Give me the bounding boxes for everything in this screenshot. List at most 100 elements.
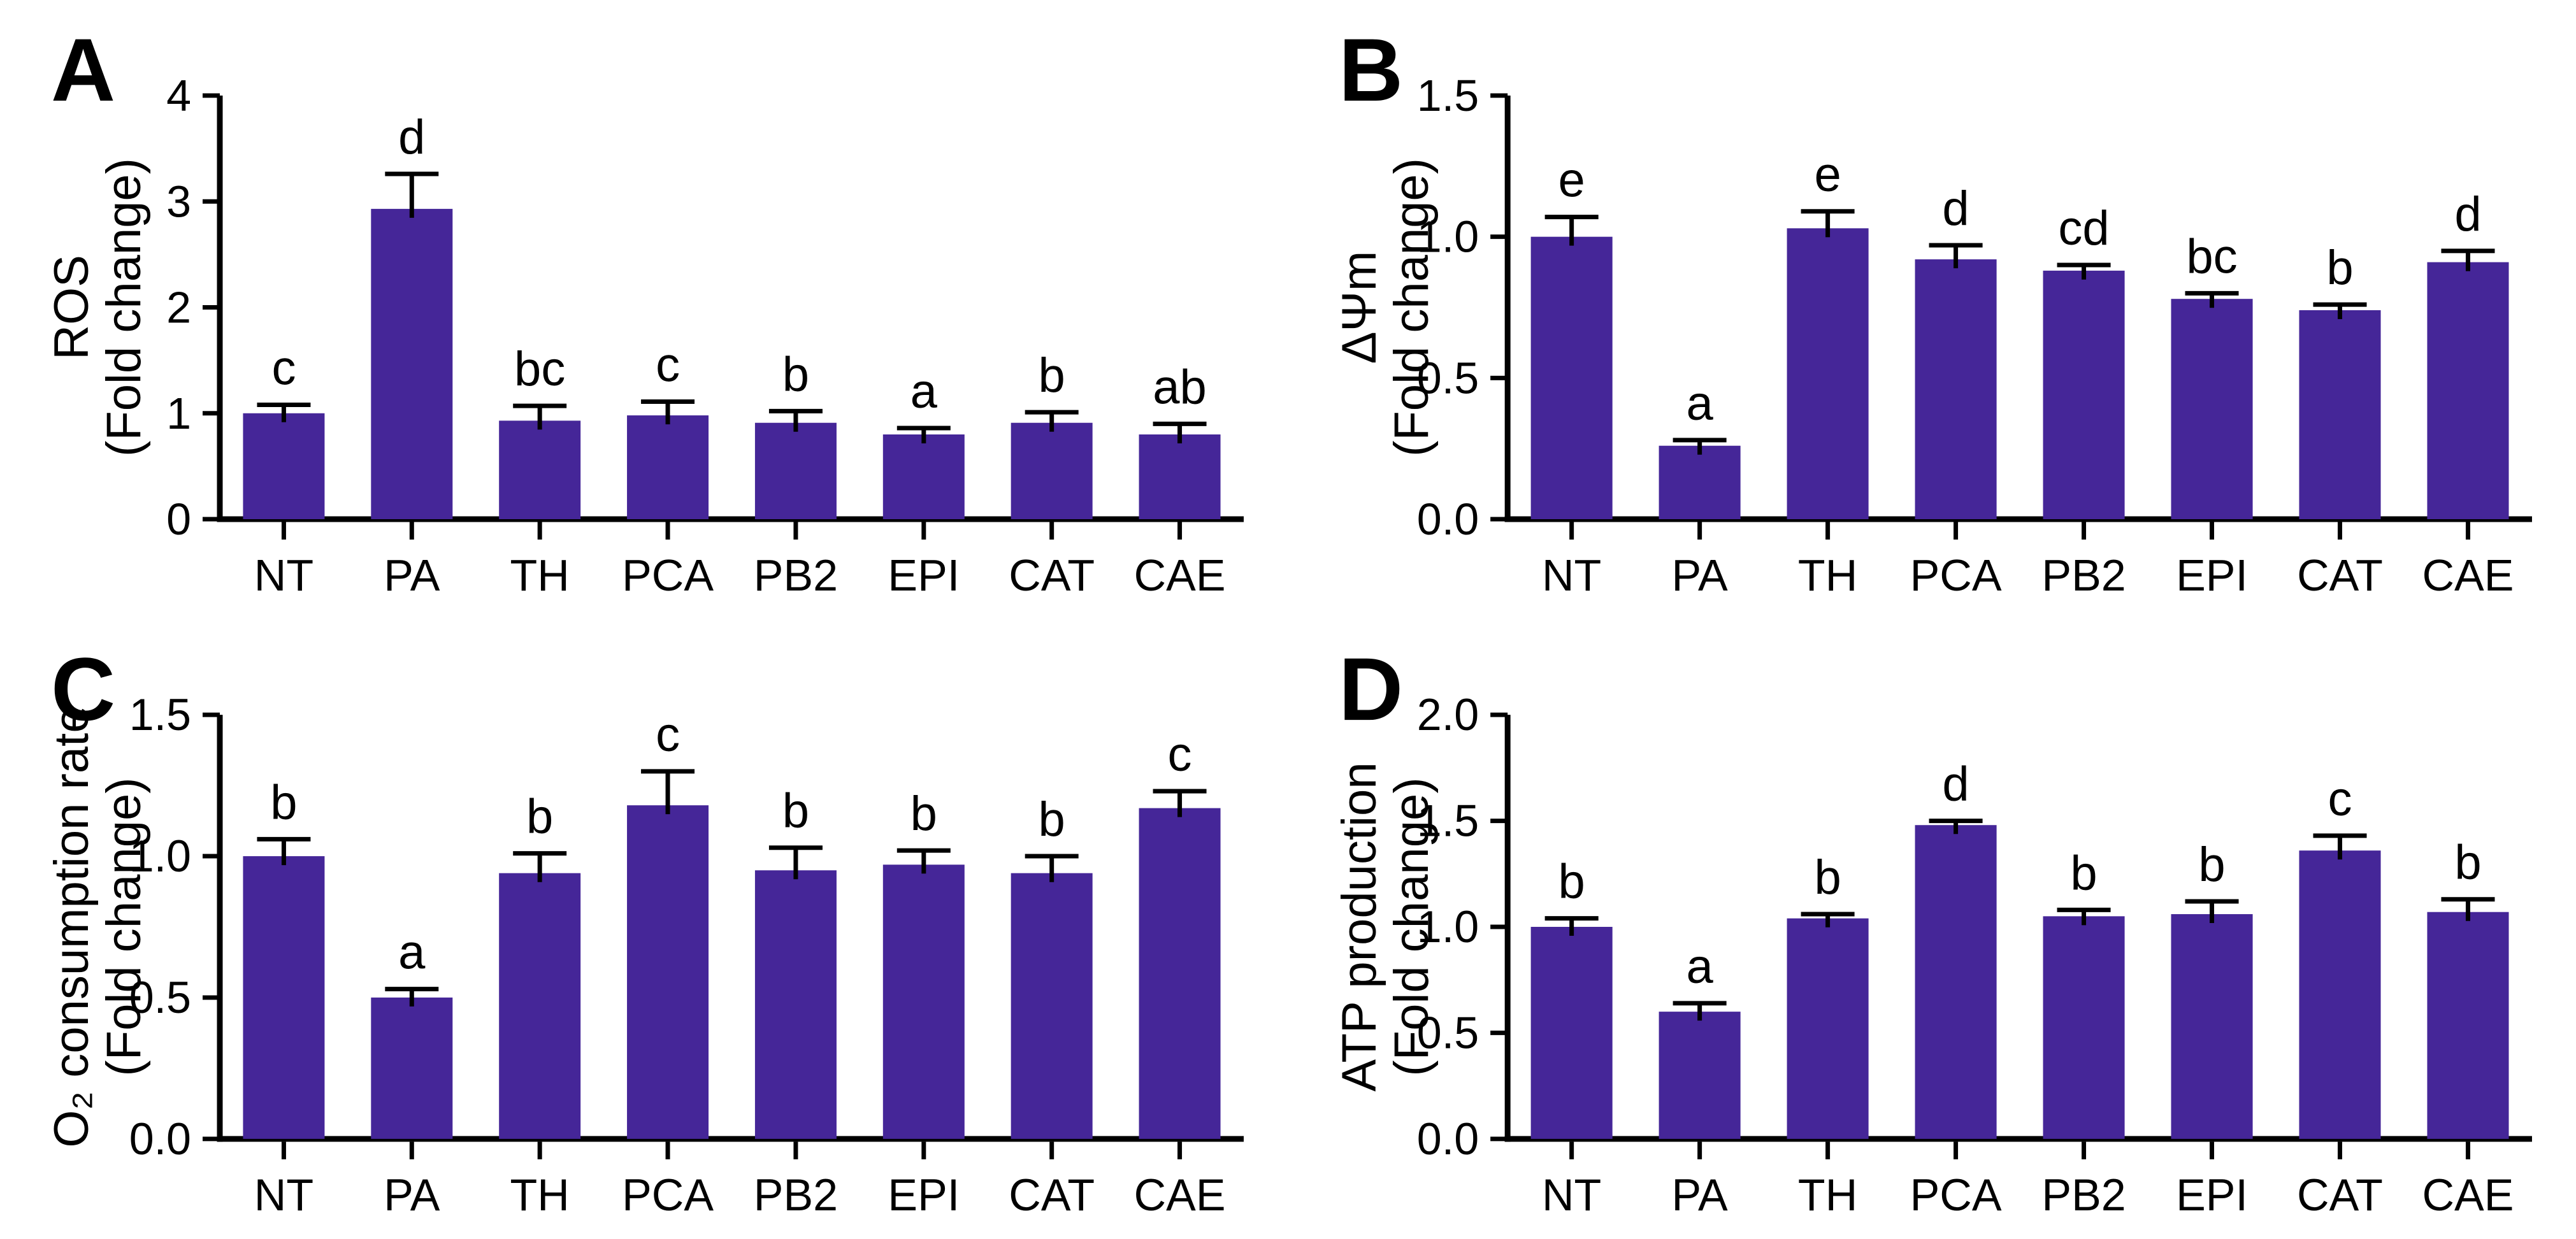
sig-letter-NT: c <box>271 341 296 395</box>
sig-letter-TH: e <box>1814 148 1841 202</box>
x-tick-label-CAE: CAE <box>1134 1170 1226 1220</box>
sig-letter-CAT: b <box>1039 792 1065 847</box>
y-tick-label: 2.0 <box>1417 690 1479 740</box>
bar-PB2 <box>754 422 837 519</box>
bar-PCA <box>627 415 709 519</box>
y-tick-label: 1 <box>166 389 191 438</box>
x-tick-label-NT: NT <box>1542 550 1601 600</box>
sig-letter-PA: a <box>1686 376 1713 431</box>
sig-letter-CAE: d <box>2454 187 2481 241</box>
y-tick-label: 1.0 <box>129 831 191 881</box>
sig-letter-PCA: c <box>656 708 680 762</box>
y-tick-label: 1.5 <box>1417 796 1479 846</box>
bar-PA <box>1659 1012 1741 1139</box>
x-tick-label-EPI: EPI <box>888 1170 960 1220</box>
panel-a-chart: A ROS(Fold change) 0 1 2 3 4 c NT d PA bc TH c PCA b PB2… <box>45 20 1244 600</box>
sig-letter-PB2: b <box>2070 846 2097 900</box>
x-tick-label-CAT: CAT <box>2297 550 2383 600</box>
bar-NT <box>243 413 325 519</box>
panel-c: C O₂ consumption rate (Fold change) 0.0 0.5 1… <box>0 619 1288 1239</box>
sig-letter-CAE: c <box>1168 727 1192 782</box>
panel-letter: C <box>51 639 115 739</box>
x-tick-label-PB2: PB2 <box>754 550 838 600</box>
bar-NT <box>243 856 325 1139</box>
panel-letter: B <box>1339 20 1403 120</box>
bar-PB2 <box>754 870 837 1139</box>
bar-TH <box>1787 918 1869 1139</box>
sig-letter-PB2: cd <box>2058 201 2109 255</box>
panel-d: D ATP production (Fold change) 0.0 0.5 1.0 1.5… <box>1288 619 2576 1239</box>
sig-letter-PB2: b <box>782 784 809 838</box>
bar-PA <box>1659 445 1741 519</box>
sig-letter-NT: b <box>270 775 297 829</box>
y-tick-label: 0.5 <box>1417 353 1479 403</box>
x-tick-label-EPI: EPI <box>2176 1170 2248 1220</box>
bar-NT <box>1530 926 1613 1139</box>
y-tick-label: 2 <box>166 283 191 333</box>
x-tick-label-PA: PA <box>1672 1170 1728 1220</box>
bar-PCA <box>1915 259 1997 519</box>
bar-CAT <box>2299 310 2381 519</box>
x-tick-label-PCA: PCA <box>622 1170 714 1220</box>
y-tick-label: 0.0 <box>129 1114 191 1164</box>
x-tick-label-CAE: CAE <box>2422 550 2514 600</box>
sig-letter-PA: a <box>1686 940 1713 994</box>
y-axis-label-line2: (Fold change) <box>97 158 151 457</box>
x-tick-label-PA: PA <box>384 550 440 600</box>
y-tick-label: 4 <box>166 71 191 120</box>
x-tick-label-PB2: PB2 <box>754 1170 838 1220</box>
x-tick-label-CAE: CAE <box>1134 550 1226 600</box>
x-tick-label-PA: PA <box>384 1170 440 1220</box>
bar-CAT <box>1011 422 1093 519</box>
y-tick-label: 0.5 <box>1417 1008 1479 1057</box>
bar-PCA <box>627 805 709 1139</box>
x-tick-label-NT: NT <box>1542 1170 1601 1220</box>
sig-letter-PA: a <box>398 926 426 980</box>
sig-letter-NT: b <box>1558 855 1585 909</box>
x-tick-label-TH: TH <box>510 1170 570 1220</box>
x-tick-label-TH: TH <box>510 550 570 600</box>
x-tick-label-TH: TH <box>1798 550 1857 600</box>
panel-b-chart: B ΔΨm(Fold change) 0.0 0.5 1.0 1.5 e NT a PA e TH d P… <box>1332 20 2532 600</box>
y-tick-label: 0.0 <box>1417 1114 1479 1164</box>
bar-EPI <box>2171 299 2253 519</box>
x-tick-label-NT: NT <box>254 1170 313 1220</box>
bar-CAT <box>1011 873 1093 1139</box>
sig-letter-PCA: d <box>1942 757 1969 812</box>
y-axis-label-line2: (Fold change) <box>97 777 151 1076</box>
bar-TH <box>499 420 581 519</box>
bar-EPI <box>2171 914 2253 1139</box>
bar-PCA <box>1915 825 1997 1139</box>
sig-letter-PCA: d <box>1942 182 1969 236</box>
x-tick-label-PCA: PCA <box>1910 550 2002 600</box>
bar-CAT <box>2299 850 2381 1139</box>
sig-letter-TH: b <box>526 790 553 844</box>
y-axis-label-line2: (Fold change) <box>1385 158 1439 457</box>
y-tick-label: 3 <box>166 176 191 226</box>
bar-NT <box>1530 236 1613 519</box>
x-tick-label-PCA: PCA <box>622 550 714 600</box>
x-tick-label-CAT: CAT <box>1009 1170 1095 1220</box>
sig-letter-EPI: bc <box>2186 229 2237 283</box>
y-tick-label: 1.5 <box>1417 71 1479 120</box>
sig-letter-CAE: b <box>2454 836 2481 890</box>
x-tick-label-EPI: EPI <box>888 550 960 600</box>
x-tick-label-CAE: CAE <box>2422 1170 2514 1220</box>
bar-PA <box>371 208 453 519</box>
sig-letter-PB2: b <box>782 347 809 401</box>
x-tick-label-EPI: EPI <box>2176 550 2248 600</box>
sig-letter-EPI: b <box>2198 838 2225 892</box>
sig-letter-TH: b <box>1814 850 1841 905</box>
x-tick-label-PB2: PB2 <box>2041 1170 2126 1220</box>
x-tick-label-CAT: CAT <box>2297 1170 2383 1220</box>
sig-letter-CAT: b <box>1039 348 1065 403</box>
panel-a: A ROS (Fold change) 0 1 2 3 4 c NT d PA bc TH c PCA b PB2… <box>0 0 1288 619</box>
x-tick-label-PA: PA <box>1672 550 1729 600</box>
panel-letter: A <box>51 20 115 120</box>
y-tick-label: 0 <box>166 494 191 544</box>
y-axis-label-line1: ROS <box>45 255 99 360</box>
bar-TH <box>499 873 581 1139</box>
sig-letter-EPI: a <box>910 364 938 419</box>
y-tick-label: 1.0 <box>1417 902 1479 952</box>
